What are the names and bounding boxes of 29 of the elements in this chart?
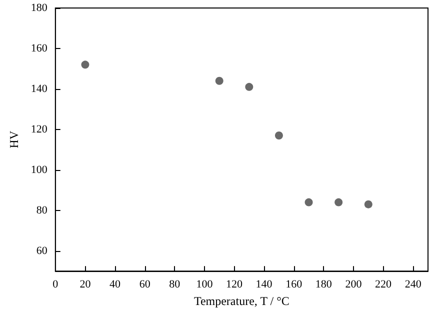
point xyxy=(304,198,313,206)
y-tick-label: 60 xyxy=(36,244,48,257)
y-tick-label: 140 xyxy=(30,82,48,95)
point xyxy=(334,198,343,206)
point xyxy=(81,60,90,69)
x-tick-label: 0 xyxy=(52,278,59,291)
point xyxy=(364,200,372,208)
x-tick-label: 220 xyxy=(375,278,392,291)
y-tick-label: 120 xyxy=(30,123,48,136)
x-tick-label: 100 xyxy=(196,278,214,291)
x-tick-label: 180 xyxy=(315,278,332,291)
x-tick-label: 80 xyxy=(169,278,181,291)
x-tick-label: 120 xyxy=(226,278,243,291)
x-tick-label: 240 xyxy=(404,278,422,291)
y-axis-title: HV xyxy=(7,130,21,148)
point xyxy=(274,132,283,140)
y-tick-label: 80 xyxy=(36,204,48,216)
y-tick-label: 160 xyxy=(30,42,48,54)
y-tick-label: 180 xyxy=(30,2,48,14)
x-tick-label: 200 xyxy=(345,278,362,291)
x-tick-label: 160 xyxy=(286,278,303,291)
point xyxy=(215,76,224,85)
point xyxy=(245,82,254,91)
x-tick-label: 20 xyxy=(80,278,92,291)
x-tick-label: 40 xyxy=(110,278,122,291)
x-tick-label: 60 xyxy=(139,278,151,291)
x-axis-title: Temperature, T / °C xyxy=(194,294,290,308)
y-tick-label: 100 xyxy=(30,164,48,176)
x-tick-label: 140 xyxy=(256,278,273,291)
